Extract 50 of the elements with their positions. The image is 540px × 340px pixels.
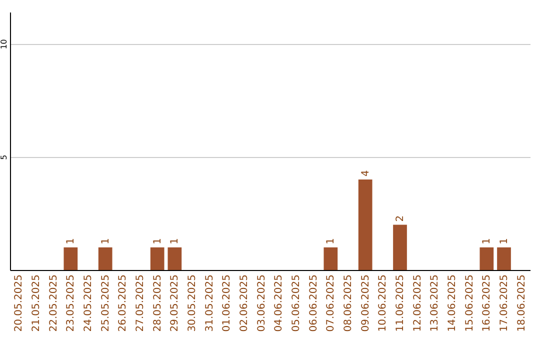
data-label: 4 [360,170,372,176]
data-label: 1 [66,238,77,244]
x-tick-label: 26.05.2025 [118,274,129,332]
data-label: 1 [152,238,164,244]
x-tick-label: 04.06.2025 [274,274,285,332]
x-tick-label: 02.06.2025 [239,274,250,332]
x-tick-label: 27.05.2025 [135,274,146,332]
y-tick-label: 10 [0,39,8,50]
x-tick-label: 06.06.2025 [308,274,320,332]
x-tick-label: 12.06.2025 [412,274,424,332]
x-tick-label: 10.06.2025 [378,274,389,332]
data-label: 1 [499,238,510,244]
data-label: 1 [326,238,337,244]
x-tick-label: 30.05.2025 [187,274,198,332]
x-tick-label: 31.05.2025 [204,274,216,332]
x-tick-label: 07.06.2025 [326,274,337,332]
x-tick-label: 14.06.2025 [447,274,458,332]
x-tick-label: 29.05.2025 [170,274,181,332]
x-tick-label: 16.06.2025 [482,274,493,332]
bar [324,247,338,270]
bar [168,247,182,270]
x-tick-label: 25.05.2025 [100,274,112,332]
bar [98,247,112,270]
data-label: 1 [170,238,181,244]
x-tick-label: 15.06.2025 [464,274,476,332]
x-tick-label: 01.06.2025 [222,274,233,332]
x-tick-label: 18.06.2025 [516,274,528,332]
data-label: 1 [482,238,493,244]
bar [64,247,78,270]
x-tick-label: 11.06.2025 [395,274,406,332]
x-tick-label: 08.06.2025 [343,274,354,332]
x-tick-label: 17.06.2025 [499,274,510,332]
x-tick-label: 05.06.2025 [291,274,302,332]
x-tick-label: 23.05.2025 [66,274,77,332]
x-tick-label: 09.06.2025 [360,274,372,332]
bar [497,247,511,270]
x-tick-label: 21.05.2025 [31,274,42,332]
x-tick-label: 20.05.2025 [14,274,25,332]
x-tick-label: 13.06.2025 [430,274,441,332]
x-tick-label: 24.05.2025 [83,274,94,332]
bar [150,247,164,270]
y-tick-label: 5 [0,154,8,160]
bar [358,179,372,270]
x-tick-label: 28.05.2025 [152,274,164,332]
bar [480,247,494,270]
x-tick-label: 22.05.2025 [48,274,60,332]
x-tick-label: 03.06.2025 [256,274,268,332]
data-label: 1 [100,238,112,244]
bar [393,224,407,270]
data-label: 2 [395,215,406,222]
